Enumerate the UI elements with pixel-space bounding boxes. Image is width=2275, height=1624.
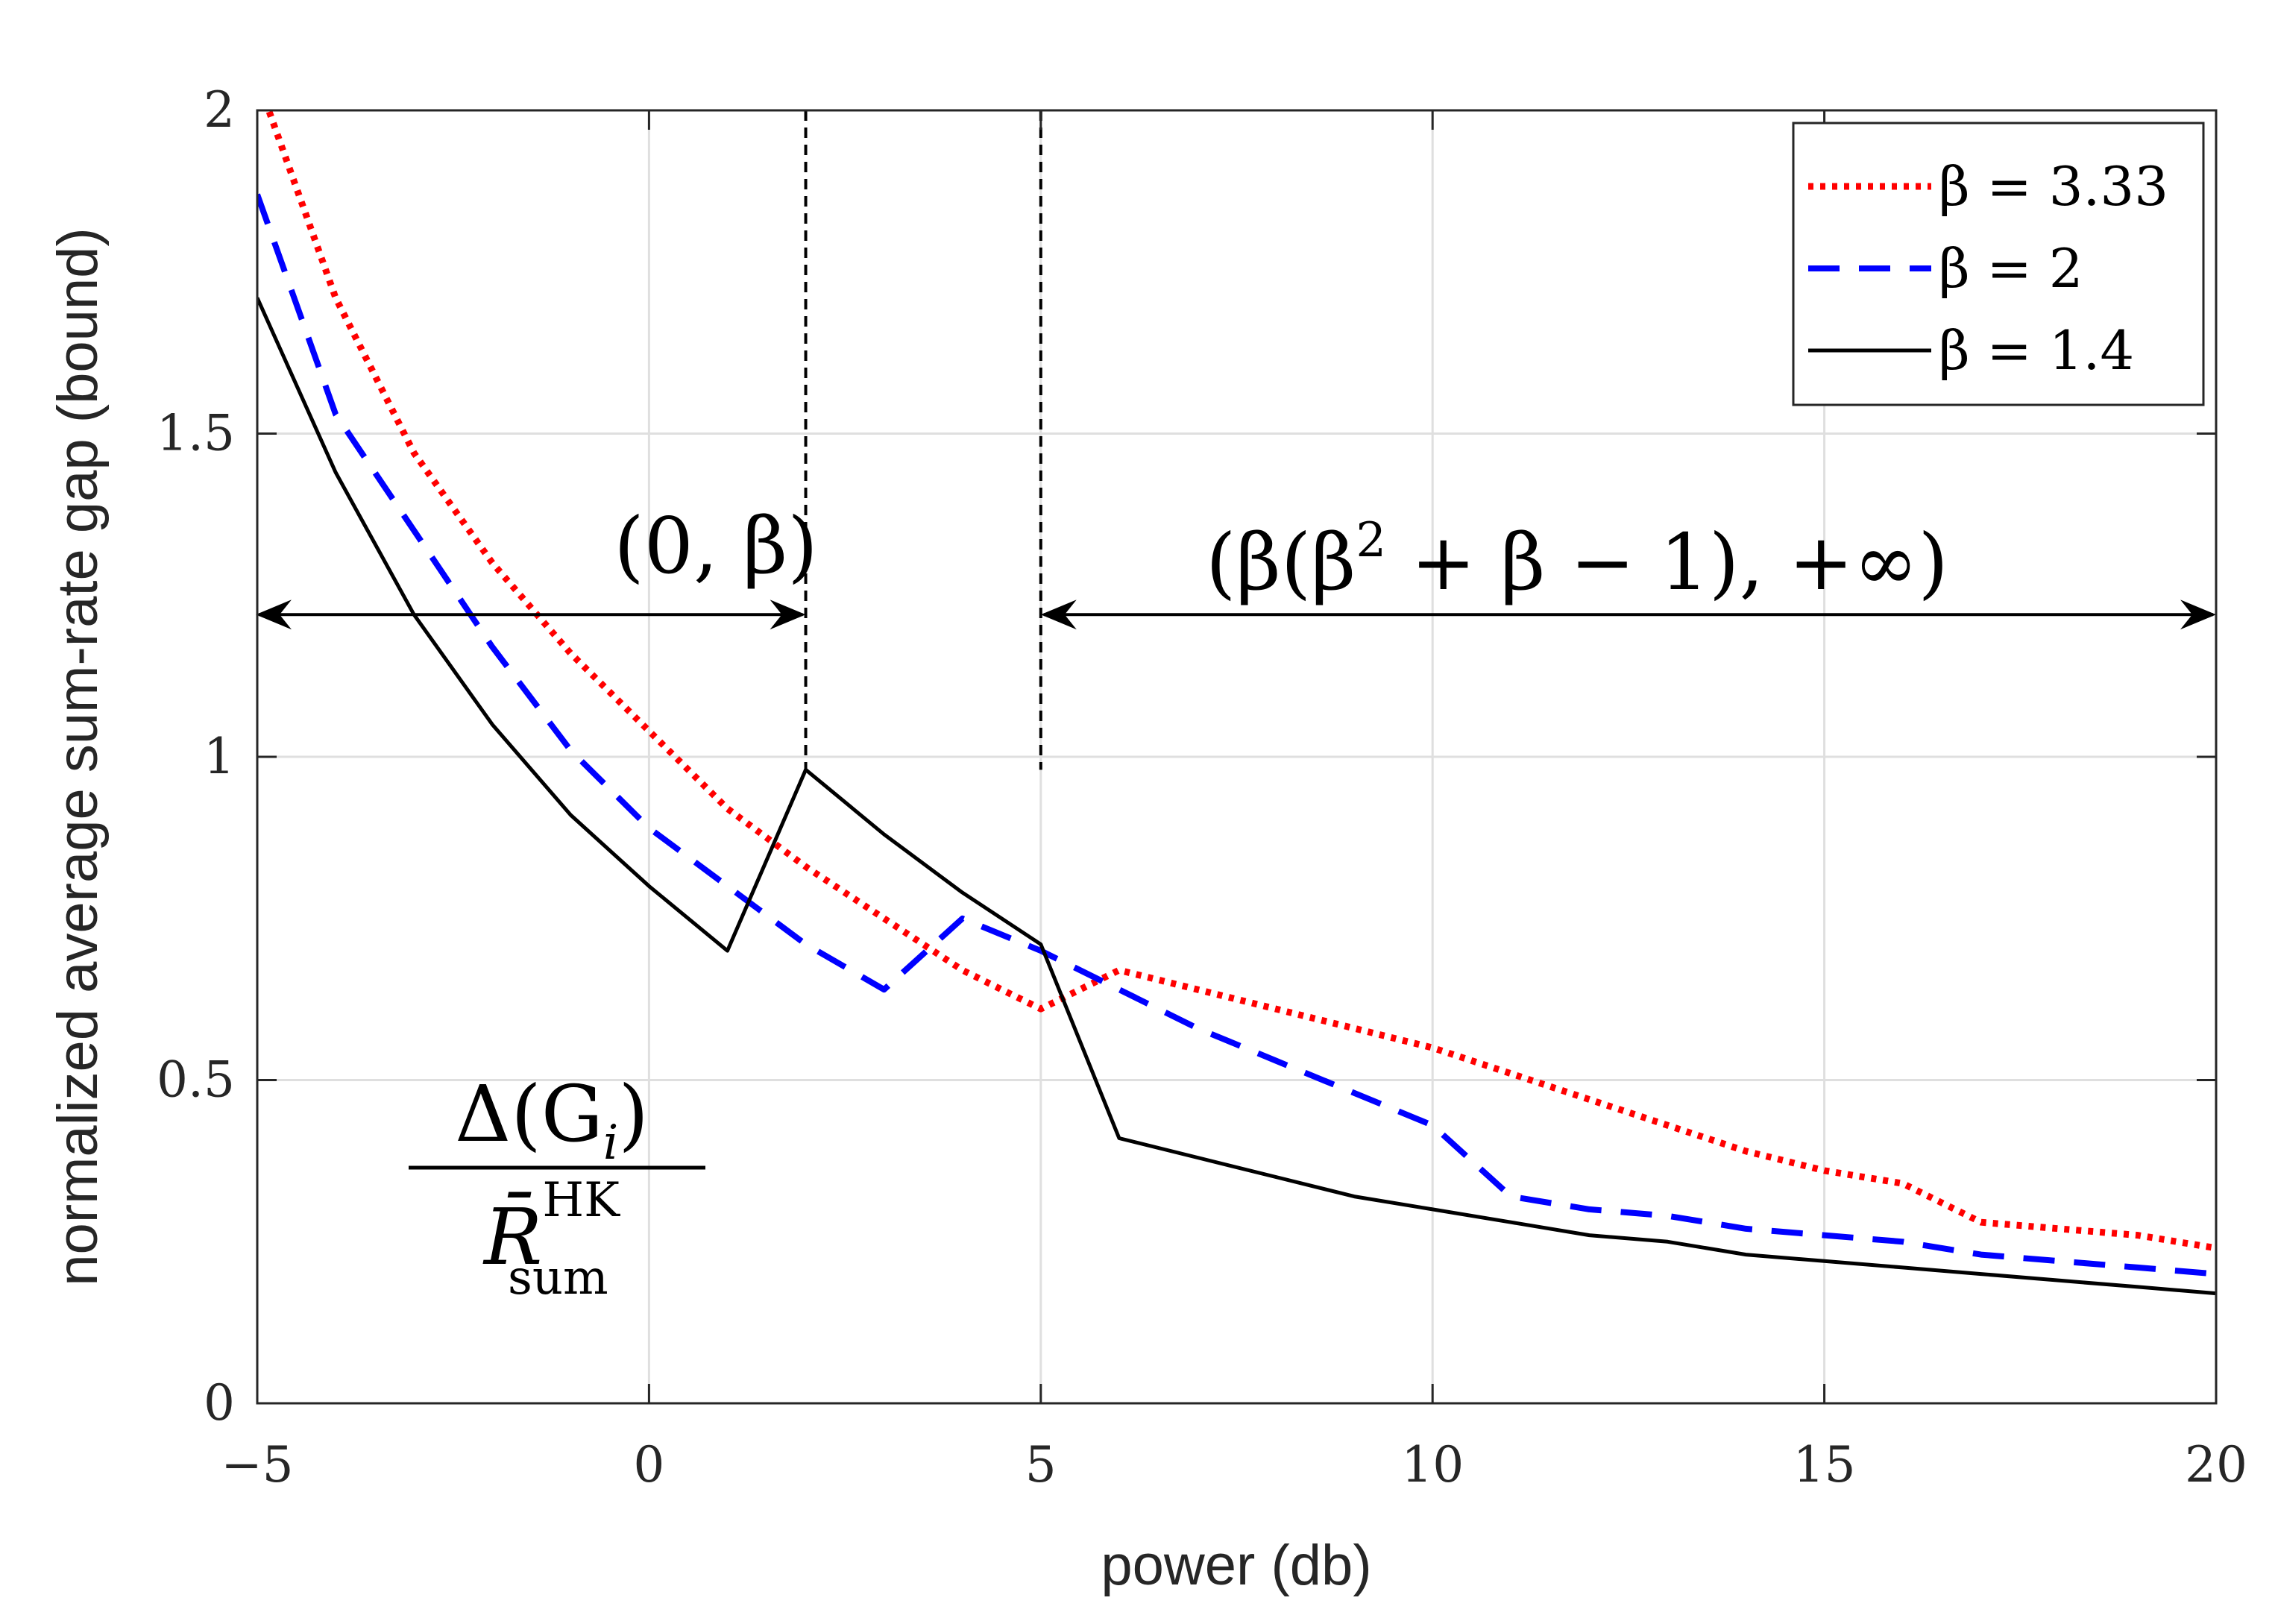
formula-numerator-main: Δ(G [455,1068,603,1159]
region2-label-rest: + β − 1), +∞) [1386,517,1948,608]
y-tick-label: 0.5 [157,1051,235,1109]
x-tick-label: 15 [1793,1436,1856,1494]
y-tick-label: 1 [204,728,235,785]
annotation-layer [256,110,2216,770]
region1-label: (0, β) [614,500,818,591]
x-axis-label: power (db) [1101,1534,1371,1597]
region2-label-main: (β(β [1206,517,1356,608]
formula-numerator: Δ(Gi) [455,1068,649,1171]
formula: Δ(Gi) R̄HK sum [409,1068,705,1306]
series-line-2 [257,193,2216,1277]
y-tick-label: 1.5 [157,405,235,462]
legend-entries: β = 3.33 β = 2 β = 1.4 [1808,155,2168,382]
formula-numerator-sub: i [603,1115,618,1171]
x-tick-label: 20 [2185,1436,2247,1494]
formula-denominator-main: R̄ [482,1191,542,1282]
legend: β = 3.33 β = 2 β = 1.4 [1792,122,2205,406]
legend-box [1792,122,2205,406]
series-line-1 [265,110,2216,1252]
x-tick-label: 0 [633,1436,664,1494]
formula-denominator: R̄HK sum [482,1173,620,1306]
formula-numerator-close: ) [618,1068,649,1159]
y-tick-label: 2 [204,81,235,139]
series-layer [257,110,2216,1296]
y-tick-label: 0 [204,1374,235,1432]
y-axis-label: normalized average sum-rate gap (bound) [46,227,110,1285]
legend-label-3: β = 1.4 [1939,319,2134,382]
legend-label-1: β = 3.33 [1939,155,2168,218]
formula-denominator-sup: HK [542,1173,620,1228]
region2-label: (β(β2 + β − 1), +∞) [1206,513,1948,608]
formula-denominator-sub: sum [508,1250,608,1306]
x-tick-label: 10 [1401,1436,1464,1494]
region2-superscript: 2 [1356,513,1386,568]
x-tick-label: 5 [1025,1436,1057,1494]
x-tick-label: −5 [221,1436,293,1494]
legend-label-2: β = 2 [1939,237,2083,300]
series-line-3 [257,297,2216,1296]
